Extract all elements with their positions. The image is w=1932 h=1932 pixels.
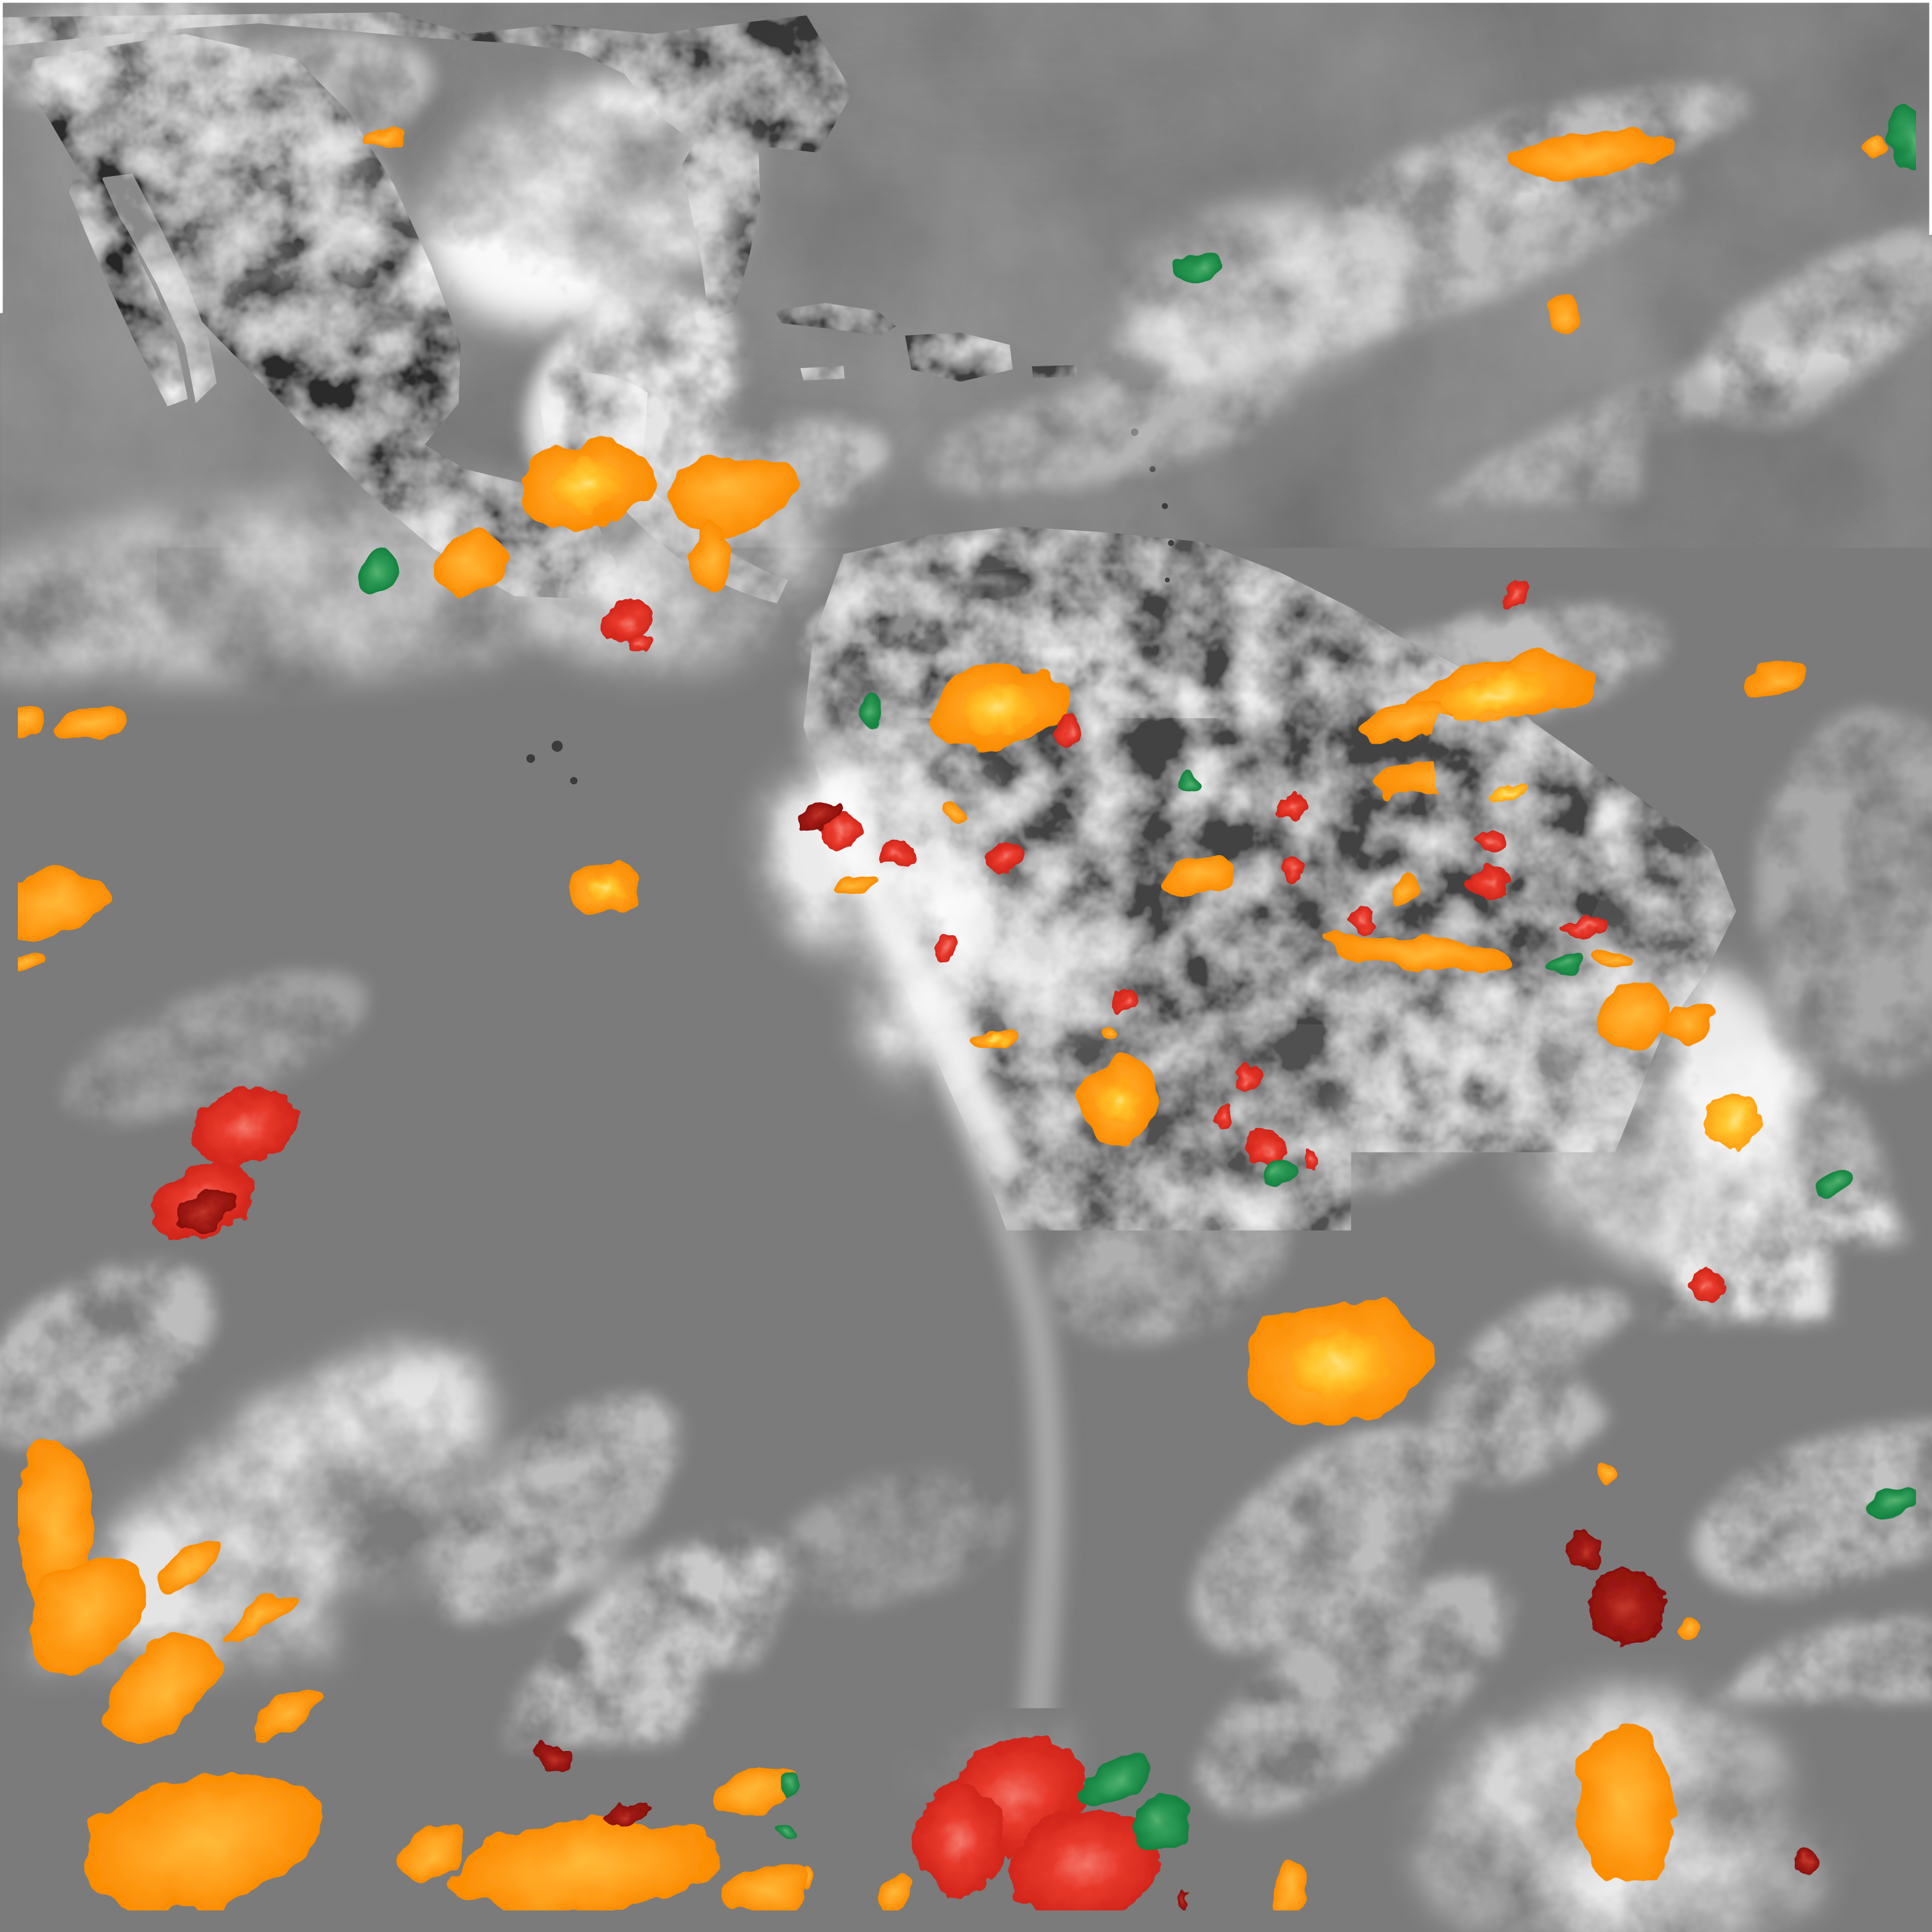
- convection-cell-red: [629, 635, 652, 651]
- land-jamaica: [800, 366, 845, 380]
- convection-cell-green: [775, 1771, 794, 1796]
- convection-cell-green: [780, 1820, 800, 1835]
- convection-cell-orange: [1675, 1616, 1701, 1638]
- convection-cell-red: [1214, 1107, 1233, 1125]
- convection-cell-orange: [941, 800, 963, 826]
- convection-cell-orange: [1599, 1463, 1617, 1492]
- convection-cell-red: [1055, 718, 1082, 747]
- islet: [526, 754, 535, 763]
- islet: [1165, 578, 1170, 582]
- satellite-weather-map: [0, 0, 1932, 1932]
- convection-cell-orange: [1864, 131, 1887, 150]
- convection-cell-hot-core: [1096, 1079, 1143, 1122]
- convection-cell-dark-red: [1795, 1848, 1816, 1872]
- satellite-canvas: [0, 0, 1932, 1932]
- convection-cell-orange: [875, 1872, 912, 1911]
- islet: [1168, 540, 1174, 546]
- convection-cell-orange: [1782, 1873, 1804, 1886]
- islet: [552, 741, 563, 752]
- land-puerto-rico: [1032, 365, 1077, 378]
- convection-cell-green: [1182, 770, 1207, 786]
- convection-cell-red: [1300, 1145, 1318, 1173]
- convection-cell-red: [915, 1783, 1004, 1896]
- convection-cell-orange: [1547, 300, 1587, 336]
- convection-cell-orange: [1395, 871, 1417, 909]
- convection-cell-red: [937, 935, 957, 958]
- islet: [1162, 503, 1168, 509]
- convection-cell-orange: [687, 520, 731, 596]
- convection-cell-red: [1236, 1066, 1259, 1091]
- convection-cell-orange: [1272, 1867, 1310, 1911]
